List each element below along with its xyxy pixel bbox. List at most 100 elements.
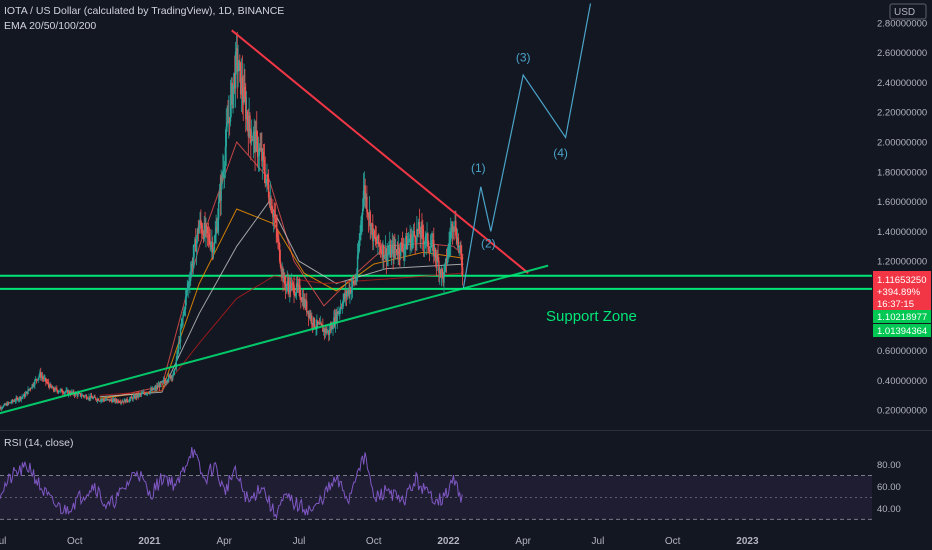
candle-body: [10, 402, 12, 404]
candle-body: [154, 387, 156, 389]
candle-body: [261, 148, 263, 162]
candle-body: [54, 387, 56, 391]
candle-body: [174, 368, 177, 370]
candle-body: [18, 399, 20, 401]
wave-label: (2): [481, 237, 496, 251]
candle-body: [232, 85, 234, 105]
candle-body: [15, 397, 17, 401]
candle-body: [153, 388, 155, 390]
candle-body: [17, 398, 19, 401]
time-tick-label: 2023: [736, 536, 759, 547]
candle-body: [165, 381, 167, 383]
candle-body: [288, 285, 290, 293]
candle-body: [433, 240, 435, 257]
support-trendline[interactable]: [0, 264, 549, 415]
resistance-trendline[interactable]: [231, 29, 529, 274]
candle-body: [383, 256, 386, 259]
candle-body: [390, 248, 393, 257]
candle-body: [56, 388, 58, 391]
candle-body: [175, 359, 177, 369]
candle-body: [213, 242, 216, 250]
candle-body: [351, 280, 354, 288]
candle-body: [90, 395, 93, 398]
candle-body: [240, 77, 243, 95]
candle-body: [378, 244, 381, 247]
candle-body: [184, 296, 187, 310]
candle-body: [39, 372, 41, 376]
rsi-legend[interactable]: RSI (14, close): [4, 437, 74, 449]
candle-body: [258, 148, 261, 156]
candle-body: [437, 254, 439, 261]
candle-body: [276, 228, 278, 238]
candle-body: [84, 395, 87, 397]
candle-body: [55, 387, 57, 389]
candle-body: [267, 184, 270, 198]
candle-body: [442, 273, 444, 283]
candle-body: [223, 166, 226, 171]
candle-body: [391, 244, 394, 249]
candle-body: [93, 396, 95, 398]
candle-body: [32, 384, 34, 386]
candle-body: [6, 403, 8, 406]
candle-body: [401, 242, 404, 249]
candle-body: [253, 130, 255, 133]
candle-body: [8, 402, 11, 404]
ema-legend[interactable]: EMA 20/50/100/200: [4, 20, 97, 32]
symbol-legend[interactable]: IOTA / US Dollar (calculated by TradingV…: [4, 5, 285, 17]
candle-body: [84, 395, 86, 397]
price-change-value: +394.89%: [877, 287, 921, 298]
candle-body: [191, 263, 194, 267]
candle-body: [203, 222, 205, 239]
candle-body: [310, 315, 312, 319]
price-tick-label: 2.60000000: [877, 48, 927, 59]
candle-body: [301, 297, 304, 302]
candle-body: [114, 399, 117, 402]
candle-body: [170, 376, 172, 379]
candle-body: [65, 390, 67, 392]
candle-body: [251, 140, 254, 142]
candle-body: [366, 196, 368, 212]
candle-body: [406, 236, 408, 250]
candle-body: [24, 393, 27, 397]
candle-body: [124, 399, 127, 403]
candle-body: [336, 311, 338, 321]
candle-body: [158, 384, 161, 388]
candle-body: [92, 397, 94, 399]
candle-body: [169, 375, 172, 379]
candle-body: [12, 400, 15, 402]
candle-body: [250, 140, 253, 143]
candle-body: [206, 227, 209, 234]
candle-body: [176, 351, 178, 360]
candle-body: [399, 254, 401, 256]
candle-body: [149, 390, 151, 394]
candle-body: [173, 371, 175, 375]
candle-body: [377, 235, 379, 244]
candle-body: [192, 257, 194, 267]
candle-body: [450, 231, 452, 242]
candle-body: [109, 399, 111, 402]
candle-body: [12, 400, 14, 402]
candle-body: [168, 375, 171, 377]
candle-body: [68, 391, 70, 395]
candle-body: [83, 395, 85, 397]
candle-body: [259, 148, 261, 150]
candle-body: [132, 396, 134, 400]
candle-body: [1, 407, 3, 409]
candle-body: [4, 403, 6, 405]
candle-body: [129, 397, 132, 399]
candle-body: [407, 241, 410, 243]
candle-body: [46, 382, 49, 384]
candle-body: [103, 400, 105, 401]
candle-body: [52, 387, 55, 390]
candle-body: [426, 233, 428, 236]
price-tick-label: 0.40000000: [877, 376, 927, 387]
candle-body: [413, 231, 416, 236]
candle-body: [150, 389, 152, 391]
candle-body: [224, 146, 227, 167]
price-axis: 2.80000000 2.60000000 2.40000000 2.20000000…: [877, 18, 927, 416]
wave-projection-line[interactable]: [462, 3, 592, 289]
currency-selector[interactable]: USD: [889, 3, 927, 20]
candle-body: [295, 293, 297, 296]
candle-body: [221, 176, 223, 178]
